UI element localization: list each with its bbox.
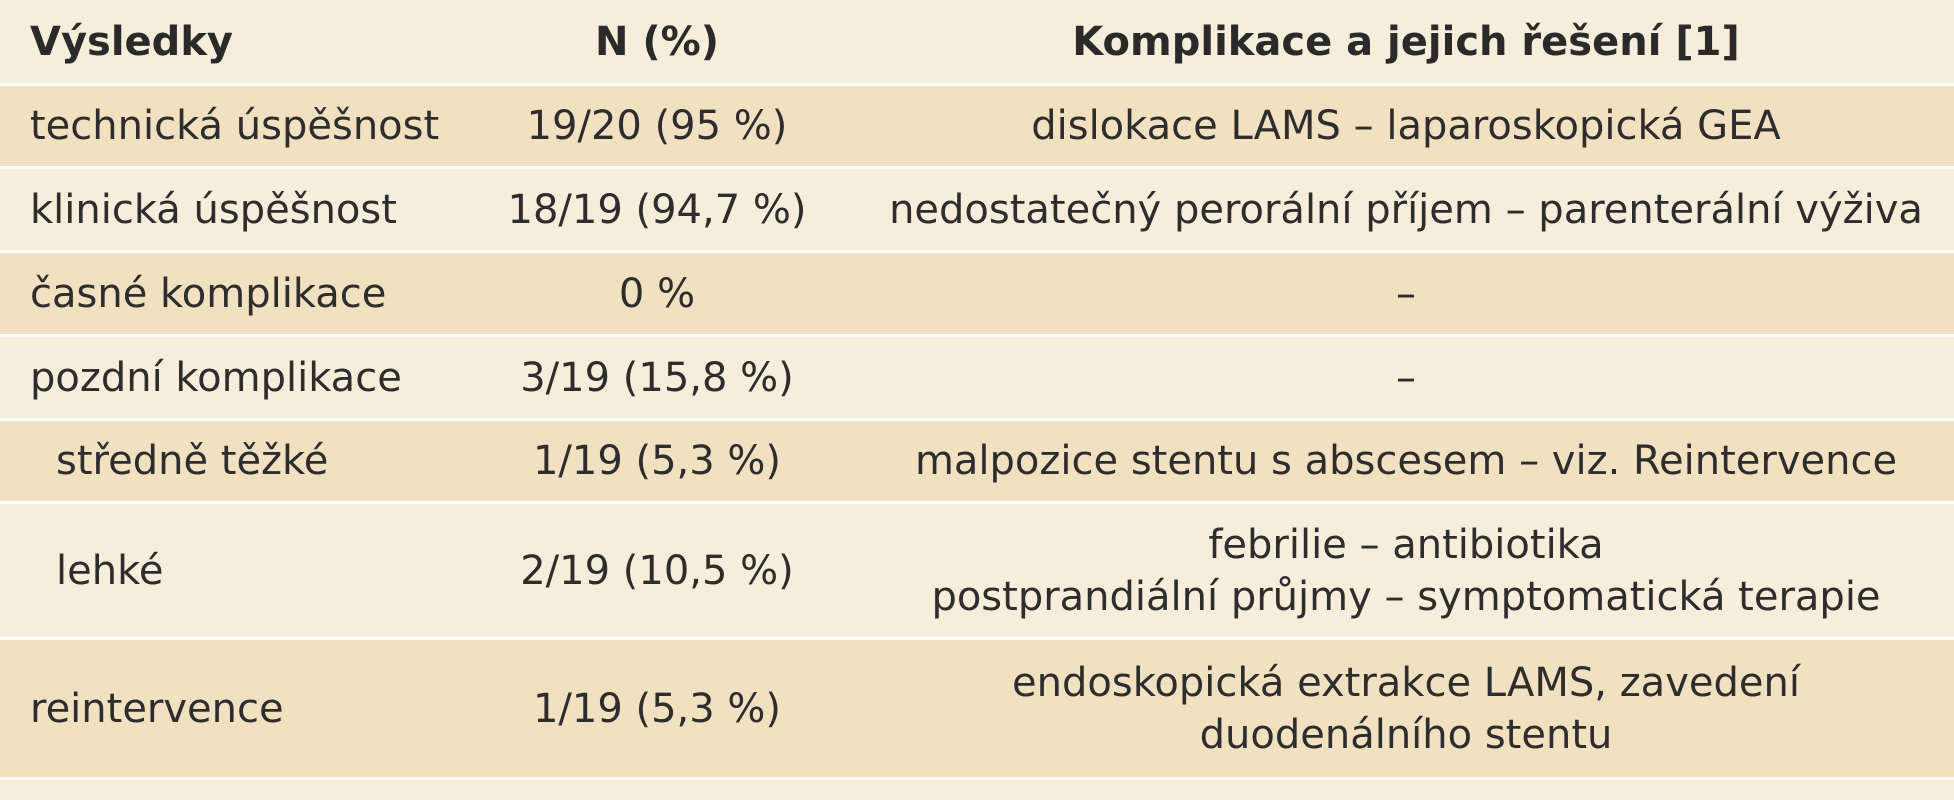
row-complication: febrilie – antibiotika postprandiální pr… [858, 503, 1954, 639]
complication-line: postprandiální průjmy – symptomatická te… [931, 573, 1881, 620]
header-results: Výsledky [30, 18, 233, 65]
row-complication: endoskopická extrakce LAMS, zavedení duo… [858, 639, 1954, 779]
header-complications: Komplikace a jejich řešení [1] [1072, 18, 1740, 65]
table-header-row: Výsledky N (%) Komplikace a jejich řešen… [0, 0, 1954, 85]
row-n: 3/19 (15,8 %) [520, 354, 794, 401]
row-n: 1/19 (5,3 %) [532, 685, 782, 732]
table-row: středně těžké 1/19 (5,3 %) malpozice ste… [0, 419, 1954, 503]
row-complication: – [1396, 354, 1416, 401]
table-row: technická úspěšnost 19/20 (95 %) disloka… [0, 84, 1954, 168]
row-result: pozdní komplikace [30, 354, 402, 401]
row-result: reintervence [30, 685, 284, 732]
complication-line: febrilie – antibiotika [1208, 521, 1604, 568]
complication-line: duodenálního stentu [1199, 711, 1613, 758]
row-result: časné komplikace [30, 270, 387, 317]
row-result: technická úspěšnost [30, 103, 440, 149]
table-row: pozdní komplikace 3/19 (15,8 %) – [0, 335, 1954, 420]
row-complication: – [1396, 270, 1416, 317]
row-complication: dislokace LAMS – laparoskopická GEA [1031, 103, 1781, 149]
row-n: 1/19 (5,3 %) [532, 438, 782, 484]
row-n: 18/19 (94,7 %) [507, 186, 807, 233]
table-row: reintervence 1/19 (5,3 %) endoskopická e… [0, 638, 1954, 779]
row-complication: nedostatečný perorální příjem – parenter… [889, 186, 1923, 233]
row-n: 0 % [618, 270, 696, 317]
table-row: klinická úspěšnost 18/19 (94,7 %) nedost… [0, 167, 1954, 252]
table-row: časné komplikace 0 % – [0, 251, 1954, 336]
row-result: lehké [56, 547, 164, 594]
row-n: 19/20 (95 %) [526, 103, 788, 149]
row-result: středně těžké [56, 438, 329, 484]
complication-line: endoskopická extrakce LAMS, zavedení [1012, 659, 1800, 706]
row-complication: malpozice stentu s abscesem – viz. Reint… [914, 438, 1898, 484]
table-row: lehké 2/19 (10,5 %) febrilie – antibioti… [0, 502, 1954, 639]
row-result: klinická úspěšnost [30, 186, 397, 233]
results-table: Výsledky N (%) Komplikace a jejich řešen… [0, 0, 1954, 779]
row-n: 2/19 (10,5 %) [520, 547, 794, 594]
header-n-percent: N (%) [594, 18, 720, 65]
